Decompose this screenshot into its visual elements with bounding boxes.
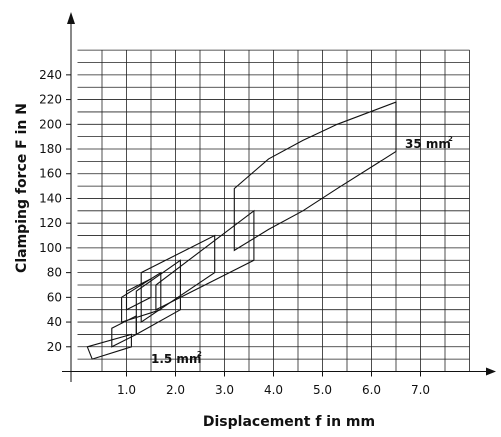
annotation-1-5mm-label: 1.5 mm (151, 352, 201, 366)
annotation-35mm: 35 mm 2 (405, 135, 453, 151)
y-tick-label: 160 (39, 167, 62, 181)
x-axis-title: Displacement f in mm (203, 414, 375, 430)
x-tick-label: 6.0 (362, 383, 381, 397)
tick-labels: 20 40 60 80 100 120 140 160 180 200 220 240 1.0 2.0 3.… (39, 68, 430, 397)
y-axis-title: Clamping force F in N (14, 103, 30, 273)
y-tick-label: 140 (39, 191, 62, 205)
y-tick-label: 240 (39, 68, 62, 82)
annotation-1-5mm: 1.5 mm 2 (151, 350, 202, 366)
series-region-1 (86, 333, 132, 360)
annotation-35mm-superscript: 2 (448, 135, 453, 143)
y-tick-label: 180 (39, 142, 62, 156)
x-tick-label: 4.0 (264, 383, 283, 397)
y-tick-label: 40 (47, 315, 62, 329)
series-region-5 (135, 259, 181, 336)
y-tick-label: 80 (47, 266, 62, 280)
series-region-6 (140, 234, 216, 324)
y-tick-label: 220 (39, 93, 62, 107)
series-region-2 (111, 315, 137, 348)
y-tick-label: 120 (39, 216, 62, 230)
y-axis-arrow-icon (67, 12, 75, 24)
x-tick-label: 5.0 (313, 383, 332, 397)
x-tick-label: 2.0 (166, 383, 185, 397)
series-region-3 (121, 271, 162, 323)
series-region-8 (233, 101, 397, 252)
y-tick-label: 100 (39, 241, 62, 255)
series-group (86, 101, 397, 360)
axes (62, 12, 496, 382)
annotation-35mm-label: 35 mm (405, 137, 451, 151)
y-tick-label: 200 (39, 117, 62, 131)
series-region-4 (125, 277, 152, 311)
y-tick-label: 20 (47, 340, 62, 354)
y-tick-label: 60 (47, 290, 62, 304)
annotation-1-5mm-superscript: 2 (197, 350, 202, 358)
x-tick-label: 1.0 (117, 383, 136, 397)
series-region-7 (155, 209, 255, 311)
x-tick-label: 3.0 (215, 383, 234, 397)
x-tick-label: 7.0 (411, 383, 430, 397)
x-axis-arrow-icon (486, 367, 496, 376)
grid (77, 49, 470, 372)
